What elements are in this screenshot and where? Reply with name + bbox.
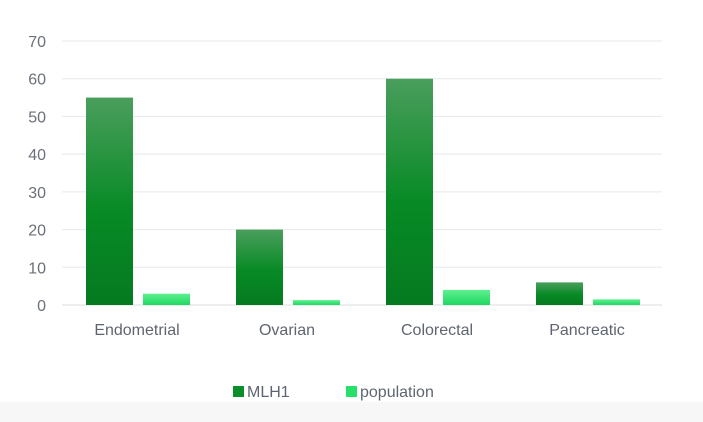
y-axis-ticks: 0 10 20 30 40 50 60 70	[28, 34, 46, 315]
y-tick-label: 40	[28, 147, 46, 164]
y-tick-label: 20	[28, 223, 46, 240]
bars	[86, 78, 640, 305]
legend-label-population: population	[360, 384, 434, 401]
y-tick-label: 0	[37, 298, 46, 315]
legend: MLH1 population	[233, 384, 434, 401]
y-tick-label: 70	[28, 34, 46, 51]
bar-population-colorectal	[443, 289, 490, 305]
x-category-label: Pancreatic	[549, 322, 625, 339]
x-category-label: Ovarian	[259, 322, 315, 339]
y-tick-label: 10	[28, 260, 46, 277]
y-tick-label: 60	[28, 72, 46, 89]
legend-label-mlh1: MLH1	[247, 384, 290, 401]
bar-population-endometrial	[143, 293, 190, 305]
gridlines	[62, 40, 662, 306]
bottom-band	[0, 402, 703, 422]
y-tick-label: 30	[28, 185, 46, 202]
bar-population-pancreatic	[593, 299, 640, 305]
x-category-label: Endometrial	[94, 322, 179, 339]
x-axis-categories: Endometrial Ovarian Colorectal Pancreatic	[94, 322, 624, 339]
bar-mlh1-colorectal	[386, 78, 433, 305]
bar-mlh1-endometrial	[86, 97, 133, 305]
bar-population-ovarian	[293, 300, 340, 305]
y-tick-label: 50	[28, 109, 46, 126]
bar-mlh1-pancreatic	[536, 282, 583, 305]
legend-swatch-population	[346, 386, 357, 397]
x-category-label: Colorectal	[401, 322, 473, 339]
bar-mlh1-ovarian	[236, 229, 283, 305]
legend-swatch-mlh1	[233, 386, 244, 397]
